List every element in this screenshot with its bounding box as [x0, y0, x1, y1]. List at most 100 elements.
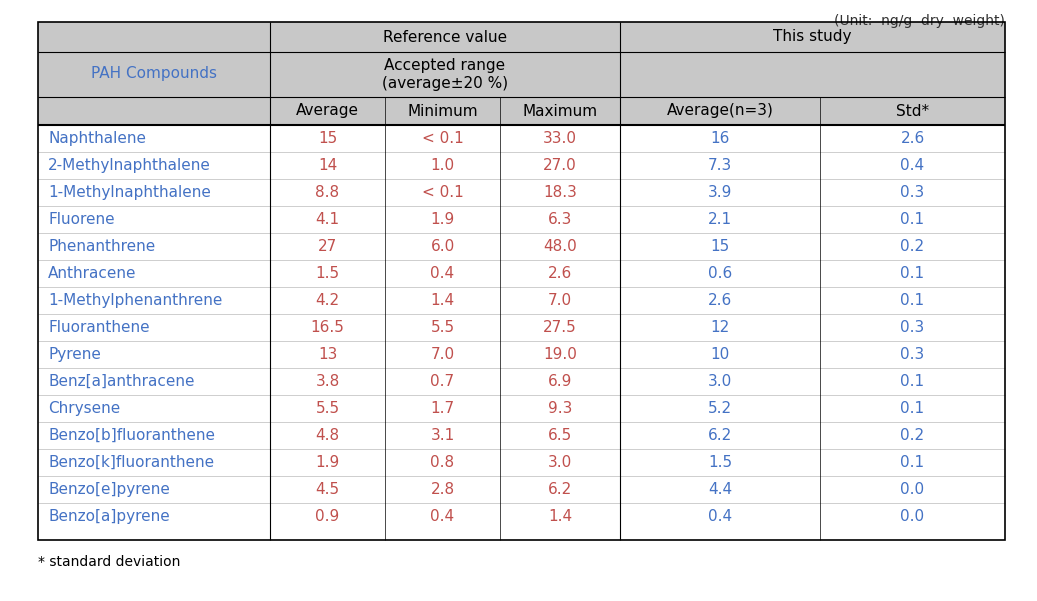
Text: 1.5: 1.5: [708, 455, 732, 470]
Text: 1-Methylphenanthrene: 1-Methylphenanthrene: [48, 293, 222, 308]
Text: 0.1: 0.1: [900, 455, 925, 470]
Text: 1.0: 1.0: [430, 158, 454, 173]
Text: 0.1: 0.1: [900, 401, 925, 416]
Text: Benz[a]anthracene: Benz[a]anthracene: [48, 374, 195, 389]
Text: 6.9: 6.9: [548, 374, 572, 389]
Bar: [38, 125, 1005, 540]
Bar: [270, 97, 620, 125]
Text: Benzo[e]pyrene: Benzo[e]pyrene: [48, 482, 170, 497]
Text: 19.0: 19.0: [543, 347, 577, 362]
Text: 16: 16: [710, 131, 730, 146]
Text: 1.5: 1.5: [315, 266, 339, 281]
Text: 0.4: 0.4: [900, 158, 925, 173]
Text: 5.2: 5.2: [708, 401, 732, 416]
Text: 10: 10: [710, 347, 730, 362]
Text: 4.5: 4.5: [315, 482, 339, 497]
Text: 0.8: 0.8: [430, 455, 454, 470]
Bar: [270, 52, 620, 97]
Text: 12: 12: [710, 320, 730, 335]
Text: 0.4: 0.4: [430, 266, 454, 281]
Text: 1.4: 1.4: [430, 293, 454, 308]
Text: 8.8: 8.8: [315, 185, 339, 200]
Text: 0.3: 0.3: [900, 185, 925, 200]
Text: Phenanthrene: Phenanthrene: [48, 239, 156, 254]
Text: 13: 13: [317, 347, 337, 362]
Text: Benzo[b]fluoranthene: Benzo[b]fluoranthene: [48, 428, 215, 443]
Text: 2.6: 2.6: [548, 266, 572, 281]
Text: 14: 14: [318, 158, 337, 173]
Text: 1.4: 1.4: [548, 509, 572, 524]
Text: 3.8: 3.8: [315, 374, 340, 389]
Text: 0.7: 0.7: [430, 374, 454, 389]
Text: 0.6: 0.6: [708, 266, 732, 281]
Text: 1.9: 1.9: [430, 212, 454, 227]
Text: 2.1: 2.1: [708, 212, 732, 227]
Text: Accepted range
(average±20 %): Accepted range (average±20 %): [382, 58, 508, 91]
Text: Pyrene: Pyrene: [48, 347, 101, 362]
Text: Minimum: Minimum: [408, 103, 478, 118]
Text: 16.5: 16.5: [310, 320, 344, 335]
Bar: [38, 22, 270, 125]
Bar: [620, 97, 1005, 125]
Text: Maximum: Maximum: [523, 103, 597, 118]
Text: < 0.1: < 0.1: [422, 185, 464, 200]
Text: 0.4: 0.4: [430, 509, 454, 524]
Text: Benzo[a]pyrene: Benzo[a]pyrene: [48, 509, 170, 524]
Text: 1.9: 1.9: [315, 455, 340, 470]
Text: 0.3: 0.3: [900, 320, 925, 335]
Text: 7.3: 7.3: [708, 158, 732, 173]
Text: Std*: Std*: [896, 103, 929, 118]
Text: 7.0: 7.0: [548, 293, 572, 308]
Text: 6.0: 6.0: [430, 239, 454, 254]
Text: 6.5: 6.5: [548, 428, 572, 443]
Text: Fluoranthene: Fluoranthene: [48, 320, 149, 335]
Bar: [620, 22, 1005, 52]
Text: 2-Methylnaphthalene: 2-Methylnaphthalene: [48, 158, 211, 173]
Text: 0.1: 0.1: [900, 293, 925, 308]
Text: 0.2: 0.2: [900, 428, 925, 443]
Text: 0.4: 0.4: [708, 509, 732, 524]
Text: Chrysene: Chrysene: [48, 401, 120, 416]
Text: 4.4: 4.4: [708, 482, 732, 497]
Text: 5.5: 5.5: [315, 401, 339, 416]
Text: 6.2: 6.2: [708, 428, 732, 443]
Text: 2.8: 2.8: [430, 482, 454, 497]
Text: 3.0: 3.0: [708, 374, 732, 389]
Text: 15: 15: [710, 239, 730, 254]
Text: 48.0: 48.0: [543, 239, 577, 254]
Text: 3.1: 3.1: [430, 428, 454, 443]
Text: Reference value: Reference value: [383, 29, 507, 44]
Text: 3.9: 3.9: [708, 185, 732, 200]
Text: 9.3: 9.3: [548, 401, 572, 416]
Text: 18.3: 18.3: [543, 185, 577, 200]
Text: 0.0: 0.0: [900, 509, 925, 524]
Text: < 0.1: < 0.1: [422, 131, 464, 146]
Text: PAH Compounds: PAH Compounds: [91, 66, 217, 81]
Bar: [38, 22, 1005, 540]
Bar: [270, 22, 620, 52]
Text: 0.9: 0.9: [315, 509, 340, 524]
Text: 6.3: 6.3: [548, 212, 572, 227]
Text: 5.5: 5.5: [430, 320, 454, 335]
Text: 0.0: 0.0: [900, 482, 925, 497]
Text: Average: Average: [296, 103, 359, 118]
Text: 27: 27: [318, 239, 337, 254]
Text: Fluorene: Fluorene: [48, 212, 115, 227]
Text: 15: 15: [318, 131, 337, 146]
Text: 1.7: 1.7: [430, 401, 454, 416]
Text: 0.3: 0.3: [900, 347, 925, 362]
Text: * standard deviation: * standard deviation: [38, 555, 180, 569]
Text: 2.6: 2.6: [708, 293, 732, 308]
Text: 0.1: 0.1: [900, 212, 925, 227]
Text: 0.2: 0.2: [900, 239, 925, 254]
Text: Benzo[k]fluoranthene: Benzo[k]fluoranthene: [48, 455, 214, 470]
Text: 4.2: 4.2: [315, 293, 339, 308]
Text: 2.6: 2.6: [900, 131, 925, 146]
Text: 4.8: 4.8: [315, 428, 339, 443]
Text: 33.0: 33.0: [543, 131, 577, 146]
Text: 0.1: 0.1: [900, 266, 925, 281]
Text: 0.1: 0.1: [900, 374, 925, 389]
Text: Naphthalene: Naphthalene: [48, 131, 146, 146]
Text: This study: This study: [774, 29, 851, 44]
Text: 4.1: 4.1: [315, 212, 339, 227]
